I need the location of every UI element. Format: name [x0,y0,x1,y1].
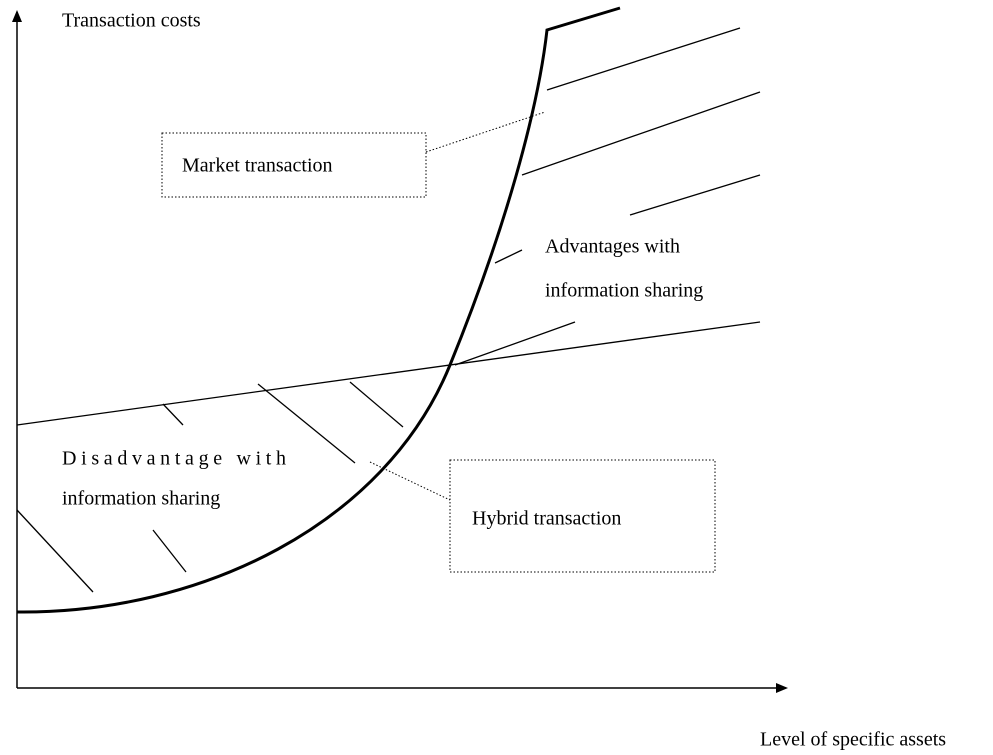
hybrid-line [16,321,761,426]
hybrid-box [449,459,716,573]
advantages-label: information sharing [545,280,703,302]
hybrid-leader [369,461,451,501]
y-axis-label: Transaction costs [62,10,201,32]
disadvantage-label: information sharing [62,488,220,510]
advantages-label: Advantages with [545,236,680,258]
market-label: Market transaction [182,155,333,177]
disadvantage-label: Disadvantage with [62,448,286,470]
market-box [161,132,427,198]
x-axis-label: Level of specific assets [760,729,946,751]
market-curve [16,6,621,614]
hatching [16,27,761,593]
hybrid-label: Hybrid transaction [472,508,621,530]
